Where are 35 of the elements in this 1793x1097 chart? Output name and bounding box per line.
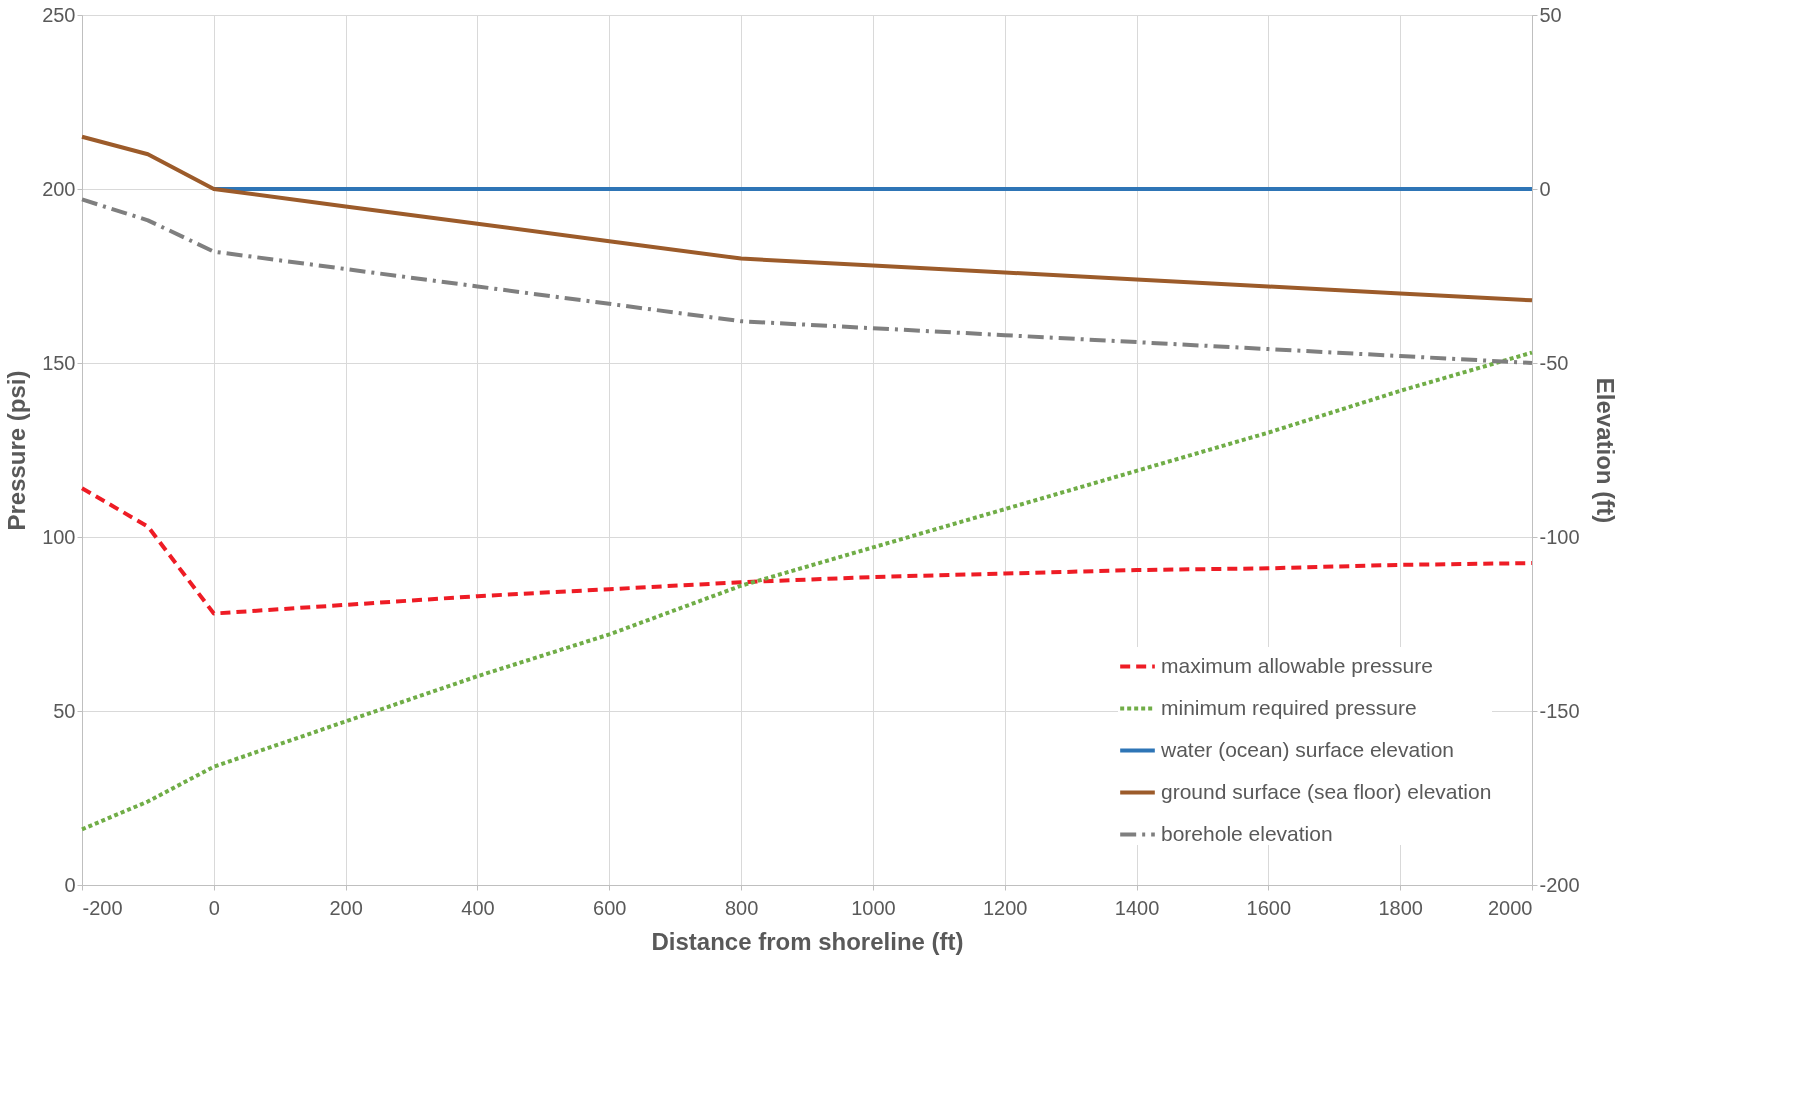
y2-tick-label: -150 (1539, 699, 1580, 722)
y-tick-label: 100 (42, 525, 76, 548)
x-tick-label: -200 (82, 896, 123, 919)
line-series (80, 197, 1534, 365)
legend-label: maximum allowable pressure (1161, 653, 1433, 677)
y2-tick-label: 0 (1539, 177, 1551, 200)
legend-label: minimum required pressure (1161, 695, 1417, 719)
x-tick-label: 600 (593, 896, 627, 919)
y-tick-label: 50 (53, 699, 76, 722)
x-tick-label: 400 (461, 896, 495, 919)
y-tick-label: 200 (42, 177, 76, 200)
x-tick-label: 200 (329, 896, 363, 919)
x-axis-title: Distance from shoreline (ft) (651, 927, 964, 955)
x-tick-label: 1000 (851, 896, 896, 919)
x-tick-label: 1200 (982, 896, 1028, 919)
y2-tick-label: 50 (1539, 3, 1562, 26)
x-tick-label: 1800 (1378, 896, 1423, 919)
y-tick-label: 250 (42, 3, 76, 26)
y-axis-title: Pressure (psi) (3, 370, 31, 531)
y-tick-label: 150 (42, 351, 76, 374)
x-tick-label: 1400 (1114, 896, 1160, 919)
legend-label: borehole elevation (1161, 821, 1333, 845)
legend-label: ground surface (sea floor) elevation (1161, 779, 1492, 803)
x-tick-label: 0 (208, 896, 220, 919)
y2-tick-label: -50 (1539, 351, 1569, 374)
line-series (80, 134, 1534, 303)
line-series (80, 486, 1534, 616)
y2-axis-title: Elevation (ft) (1591, 377, 1619, 524)
x-tick-label: 2000 (1488, 896, 1533, 919)
y-tick-label: 0 (64, 873, 76, 896)
x-tick-label: 1600 (1246, 896, 1292, 919)
y2-tick-label: -200 (1539, 873, 1580, 896)
x-tick-label: 800 (724, 896, 759, 919)
y2-tick-label: -100 (1539, 525, 1580, 548)
legend-label: water (ocean) surface elevation (1160, 737, 1454, 761)
